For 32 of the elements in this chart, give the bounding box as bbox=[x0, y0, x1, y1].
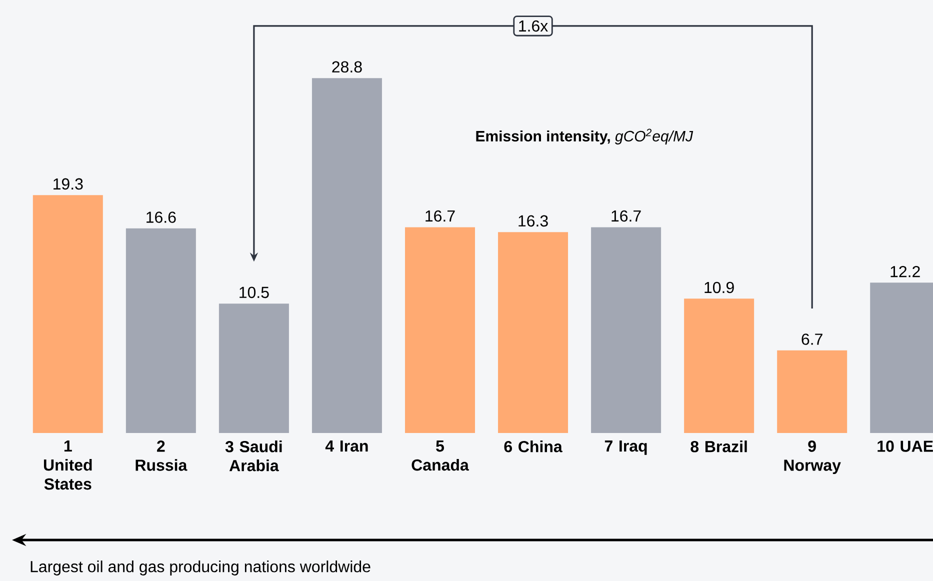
x-tick-label: 2 Russia bbox=[136, 440, 188, 471]
data-label: 16.7 bbox=[612, 210, 641, 222]
data-label: 28.8 bbox=[332, 61, 362, 73]
data-label: 12.2 bbox=[890, 266, 920, 278]
chart-title: Emission intensity, gCO$^{2}$eq/MJ bbox=[476, 128, 694, 144]
x-tick-label: 6 China bbox=[504, 440, 562, 452]
data-label: 16.6 bbox=[146, 212, 176, 223]
data-label: 6.7 bbox=[802, 334, 822, 345]
bar bbox=[312, 78, 382, 433]
data-label: 10.5 bbox=[240, 286, 269, 298]
bar bbox=[404, 227, 475, 433]
bar bbox=[498, 232, 568, 433]
x-tick-label: 5 Canada bbox=[412, 440, 469, 471]
bar bbox=[591, 227, 662, 433]
x-tick-label: 10 UAE bbox=[878, 440, 933, 452]
bar bbox=[32, 195, 103, 433]
data-label: 10.9 bbox=[704, 282, 734, 294]
x-tick-label: 7 Iraq bbox=[604, 440, 647, 455]
x-tick-label: 3 Saudi Arabia bbox=[225, 440, 282, 472]
data-label: 16.7 bbox=[426, 210, 455, 222]
x-tick-label: 8 Brazil bbox=[690, 440, 747, 452]
x-tick-label: 9 Norway bbox=[784, 440, 841, 474]
x-tick-label: 4 Iran bbox=[325, 440, 368, 452]
data-label: 16.3 bbox=[518, 215, 548, 227]
bar bbox=[684, 298, 754, 433]
text: Largest oil and gas producing nations worldwide bbox=[30, 560, 370, 576]
data-label: 19.3 bbox=[54, 178, 83, 190]
bar bbox=[218, 304, 289, 433]
bar bbox=[777, 350, 848, 433]
text: 1.6x bbox=[519, 20, 548, 32]
x-tick-label: 1 United States bbox=[44, 440, 92, 490]
bar bbox=[126, 228, 196, 433]
